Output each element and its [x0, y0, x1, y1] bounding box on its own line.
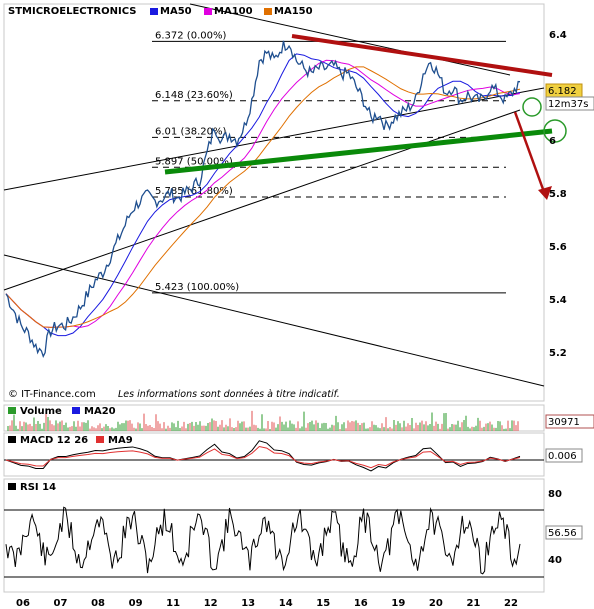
- price-line: [5, 40, 521, 358]
- ma150-line: [5, 66, 521, 328]
- circle-icon-2: [543, 119, 567, 143]
- ma150-legend-label: MA150: [274, 6, 313, 17]
- ma150-legend-swatch: [264, 8, 272, 15]
- x-tick-label: 11: [166, 598, 180, 609]
- fib-label: 5.897 (50.00%): [155, 156, 233, 167]
- y-tick-label: 6: [549, 136, 556, 147]
- rsi-tick-80: 80: [548, 489, 562, 500]
- timer-value: 12m37s: [548, 99, 588, 110]
- x-tick-label: 12: [204, 598, 218, 609]
- date-x-axis: 06 07 08 09 11 12 13 14 15 16 19 20 21 22: [16, 598, 518, 609]
- macd-lines: [5, 440, 521, 472]
- timer-box: [545, 96, 594, 111]
- ma100-line: [5, 59, 521, 328]
- x-tick-label: 14: [279, 598, 293, 609]
- price-panel: [3, 3, 545, 402]
- macd-panel: [3, 432, 545, 477]
- macd-value-box: [545, 448, 583, 463]
- volume-value: 30971: [548, 417, 580, 428]
- trendline-lower: [3, 254, 545, 387]
- circle-icon: [522, 97, 542, 117]
- x-tick-label: 15: [316, 598, 330, 609]
- support-marker: [164, 128, 553, 175]
- chart-title: STMICROELECTRONICS: [8, 6, 136, 17]
- y-tick-label: 5.2: [549, 348, 567, 359]
- x-tick-label: 22: [504, 598, 518, 609]
- rsi-line: [5, 506, 521, 575]
- x-tick-label: 07: [54, 598, 68, 609]
- macd-line: [5, 440, 521, 472]
- ma50-line: [5, 53, 521, 337]
- fib-label: 5.423 (100.00%): [155, 282, 239, 293]
- x-tick-label: 21: [466, 598, 480, 609]
- y-tick-label: 5.4: [549, 295, 567, 306]
- disclaimer: Les informations sont données à titre in…: [118, 389, 340, 400]
- fibonacci-levels: 6.372 (0.00%) 6.148 (23.60%) 6.01 (38.20%)…: [152, 30, 506, 294]
- trendline-support: [3, 109, 521, 291]
- x-tick-label: 20: [429, 598, 443, 609]
- macd-ma9-label: MA9: [108, 435, 133, 446]
- annotations: [164, 34, 567, 200]
- ma50-legend-swatch: [150, 8, 158, 15]
- fib-label: 5.785 (61.80%): [155, 186, 233, 197]
- down-arrow-icon: [538, 186, 552, 200]
- macd-ma9-swatch: [96, 436, 104, 443]
- x-tick-label: 09: [129, 598, 143, 609]
- rsi-tick-40: 40: [548, 555, 562, 566]
- resistance-marker: [291, 34, 553, 77]
- y-tick-label: 5.8: [549, 189, 567, 200]
- ma100-legend-label: MA100: [214, 6, 253, 17]
- volume-legend-label: Volume: [20, 406, 62, 417]
- trendline-resistance: [189, 3, 511, 76]
- rsi-value-box: [545, 525, 583, 540]
- fib-label: 6.372 (0.00%): [155, 30, 226, 41]
- price-y-axis: 6.46.265.85.65.45.2: [549, 30, 567, 359]
- fib-label: 6.148 (23.60%): [155, 90, 233, 101]
- y-tick-label: 5.6: [549, 242, 567, 253]
- x-tick-label: 13: [241, 598, 255, 609]
- rsi-value: 56.56: [548, 528, 577, 539]
- ma50-legend-label: MA50: [160, 6, 192, 17]
- volume-value-box: [545, 414, 594, 429]
- last-price-value: 6.182: [548, 86, 577, 97]
- rsi-polyline: [5, 506, 521, 575]
- volume-ma20-swatch: [72, 407, 80, 414]
- y-tick-label: 6.4: [549, 30, 567, 41]
- volume-legend-swatch: [8, 407, 16, 414]
- volume-ma20-label: MA20: [84, 406, 116, 417]
- x-tick-label: 06: [16, 598, 30, 609]
- source-label: © IT-Finance.com: [8, 389, 96, 400]
- rsi-legend-swatch: [8, 483, 16, 490]
- macd-legend-swatch: [8, 436, 16, 443]
- x-tick-label: 16: [354, 598, 368, 609]
- x-tick-label: 08: [91, 598, 105, 609]
- volume-bars: [7, 410, 519, 431]
- price-series: [5, 40, 521, 358]
- macd-value: 0.006: [548, 451, 577, 462]
- rsi-legend-label: RSI 14: [20, 482, 56, 493]
- fib-label: 6.01 (38.20%): [155, 126, 226, 137]
- ma100-legend-swatch: [204, 8, 212, 15]
- macd-signal-line: [5, 446, 521, 469]
- trend-lines: [3, 3, 545, 387]
- x-tick-label: 19: [391, 598, 405, 609]
- trendline-upper: [3, 87, 545, 191]
- macd-legend-label: MACD 12 26: [20, 435, 88, 446]
- down-arrow-shaft: [513, 111, 546, 193]
- moving-averages: [5, 53, 521, 337]
